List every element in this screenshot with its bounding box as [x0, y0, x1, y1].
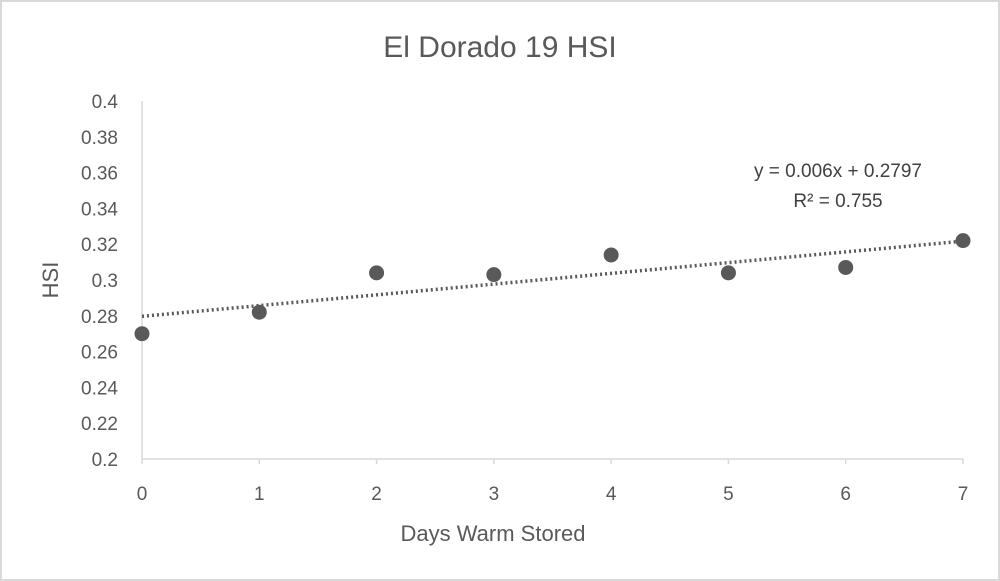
trendline-equation: y = 0.006x + 0.2797 — [754, 161, 922, 182]
x-tick-label: 1 — [254, 484, 265, 505]
y-tick-label: 0.26 — [81, 343, 118, 364]
x-tick-labels: 0 1 2 3 4 5 6 7 — [137, 459, 969, 505]
y-tick-labels: 0.2 0.22 0.24 0.26 0.28 0.3 0.32 0.34 0.36 0.38 0.… — [81, 92, 118, 471]
data-points — [134, 233, 971, 342]
y-tick-label: 0.22 — [81, 414, 118, 435]
data-point — [251, 304, 267, 320]
y-tick-label: 0.32 — [81, 235, 118, 256]
x-tick-label: 5 — [723, 484, 734, 505]
y-tick-label: 0.3 — [92, 271, 118, 292]
x-tick-label: 7 — [958, 484, 969, 505]
y-axis-label: HSI — [38, 262, 63, 299]
y-tick-label: 0.34 — [81, 199, 118, 220]
x-tick-label: 0 — [137, 484, 148, 505]
axes — [141, 101, 963, 460]
data-point — [486, 267, 502, 283]
y-tick-label: 0.38 — [81, 128, 118, 149]
x-tick-label: 2 — [371, 484, 382, 505]
x-axis-label: Days Warm Stored — [400, 521, 585, 546]
y-tick-label: 0.2 — [92, 450, 118, 471]
data-point — [955, 233, 971, 249]
trendline-r-squared: R² = 0.755 — [793, 191, 882, 212]
y-tick-label: 0.24 — [81, 378, 118, 399]
data-point — [603, 247, 619, 263]
x-tick-label: 6 — [840, 484, 851, 505]
trendline — [141, 239, 964, 319]
data-point — [134, 326, 150, 342]
y-tick-label: 0.36 — [81, 164, 118, 185]
data-point — [838, 259, 854, 275]
x-tick-label: 3 — [489, 484, 500, 505]
trendline-group — [141, 239, 964, 319]
x-tick-label: 4 — [606, 484, 617, 505]
data-point — [720, 265, 736, 281]
data-point — [369, 265, 385, 281]
y-tick-label: 0.28 — [81, 307, 118, 328]
y-tick-label: 0.4 — [92, 92, 119, 113]
chart-title: El Dorado 19 HSI — [383, 31, 616, 64]
